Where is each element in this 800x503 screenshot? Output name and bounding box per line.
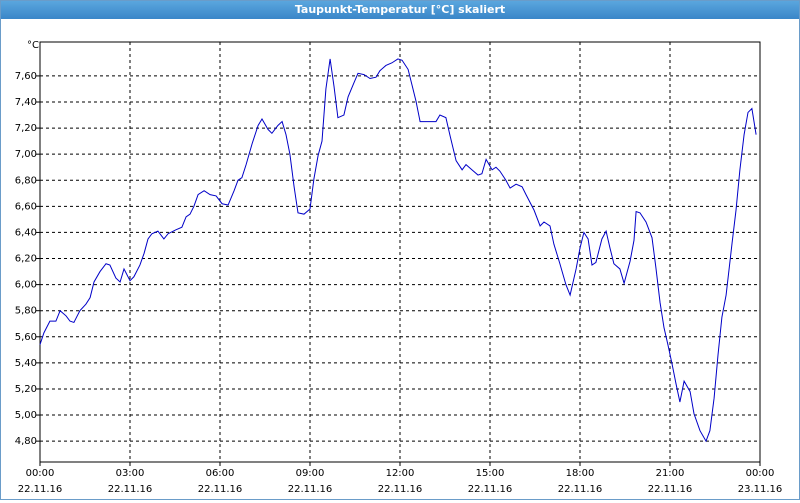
x-tick-label: 21:00: [656, 468, 685, 479]
x-tick-label: 09:00: [296, 468, 325, 479]
x-tick-label: 12:00: [386, 468, 415, 479]
y-tick-label: 7,60: [15, 71, 37, 82]
x-tick-date: 23.11.16: [738, 484, 783, 495]
x-tick-date: 22.11.16: [468, 484, 513, 495]
y-tick-label: 5,20: [15, 384, 37, 395]
y-tick-label: 7,20: [15, 123, 37, 134]
y-tick-label: 6,80: [15, 175, 37, 186]
y-tick-label: 7,40: [15, 97, 37, 108]
x-tick-label: 18:00: [566, 468, 595, 479]
y-tick-label: 5,40: [15, 358, 37, 369]
y-tick-label: 7,00: [15, 149, 37, 160]
x-tick-date: 22.11.16: [198, 484, 243, 495]
window-title: Taupunkt-Temperatur [°C] skaliert: [1, 1, 799, 19]
x-tick-date: 22.11.16: [288, 484, 333, 495]
y-tick-label: 6,20: [15, 254, 37, 265]
x-tick-date: 22.11.16: [648, 484, 693, 495]
x-tick-label: 00:00: [746, 468, 775, 479]
x-tick-label: 06:00: [206, 468, 235, 479]
x-tick-date: 22.11.16: [378, 484, 423, 495]
x-tick-date: 22.11.16: [108, 484, 153, 495]
y-tick-label: 5,60: [15, 332, 37, 343]
y-tick-label: 5,80: [15, 306, 37, 317]
y-tick-label: 5,00: [15, 410, 37, 421]
y-tick-label: 6,40: [15, 227, 37, 238]
x-tick-label: 15:00: [476, 468, 505, 479]
x-tick-date: 22.11.16: [558, 484, 603, 495]
chart: °C 4,80 5,00 5,20 5,40 5,60 5,80 6,00 6,20 6,40 6…: [15, 40, 783, 495]
x-tick-label: 00:00: [26, 468, 55, 479]
x-tick-date: 22.11.16: [18, 484, 63, 495]
data-line: [39, 58, 757, 443]
y-unit: °C: [27, 40, 39, 51]
x-tick-label: 03:00: [116, 468, 145, 479]
y-tick-label: 6,00: [15, 280, 37, 291]
y-tick-label: 6,60: [15, 201, 37, 212]
y-tick-label: 4,80: [15, 436, 37, 447]
